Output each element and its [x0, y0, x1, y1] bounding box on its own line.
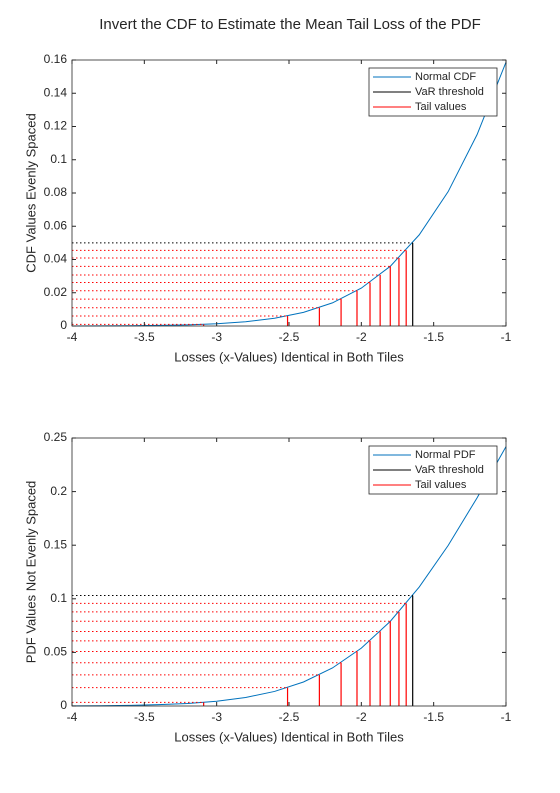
x-tick-label: -3 — [211, 330, 222, 344]
chart-title: Invert the CDF to Estimate the Mean Tail… — [99, 16, 481, 33]
y-tick-label: 0 — [60, 318, 67, 332]
x-tick-label: -1.5 — [423, 710, 444, 724]
y-tick-label: 0.12 — [44, 119, 68, 133]
y-axis-label: CDF Values Evenly Spaced — [23, 113, 38, 272]
y-tick-label: 0.2 — [50, 484, 67, 498]
y-tick-label: 0.04 — [44, 252, 68, 266]
y-tick-label: 0.15 — [44, 537, 68, 551]
y-tick-label: 0 — [60, 698, 67, 712]
y-tick-label: 0.05 — [44, 645, 68, 659]
y-tick-label: 0.1 — [50, 152, 67, 166]
legend-label: Tail values — [415, 101, 467, 113]
legend-label: Normal PDF — [415, 449, 476, 461]
x-tick-label: -3 — [211, 710, 222, 724]
x-tick-label: -3.5 — [134, 330, 155, 344]
y-axis-label: PDF Values Not Evenly Spaced — [23, 481, 38, 664]
x-tick-label: -2.5 — [279, 330, 300, 344]
x-tick-label: -2.5 — [279, 710, 300, 724]
legend-label: VaR threshold — [415, 86, 484, 98]
x-tick-label: -1 — [501, 710, 512, 724]
y-tick-label: 0.16 — [44, 52, 68, 66]
x-tick-label: -1 — [501, 330, 512, 344]
y-tick-label: 0.25 — [44, 430, 68, 444]
x-axis-label: Losses (x-Values) Identical in Both Tile… — [174, 349, 404, 364]
legend-label: Tail values — [415, 479, 467, 491]
x-axis-label: Losses (x-Values) Identical in Both Tile… — [174, 729, 404, 744]
y-tick-label: 0.14 — [44, 85, 68, 99]
x-tick-label: -3.5 — [134, 710, 155, 724]
x-tick-label: -4 — [67, 330, 78, 344]
y-tick-label: 0.06 — [44, 218, 68, 232]
x-tick-label: -1.5 — [423, 330, 444, 344]
y-tick-label: 0.08 — [44, 185, 68, 199]
y-tick-label: 0.02 — [44, 285, 68, 299]
legend-label: VaR threshold — [415, 464, 484, 476]
x-tick-label: -2 — [356, 330, 367, 344]
x-tick-label: -2 — [356, 710, 367, 724]
x-tick-label: -4 — [67, 710, 78, 724]
y-tick-label: 0.1 — [50, 591, 67, 605]
legend-label: Normal CDF — [415, 71, 476, 83]
